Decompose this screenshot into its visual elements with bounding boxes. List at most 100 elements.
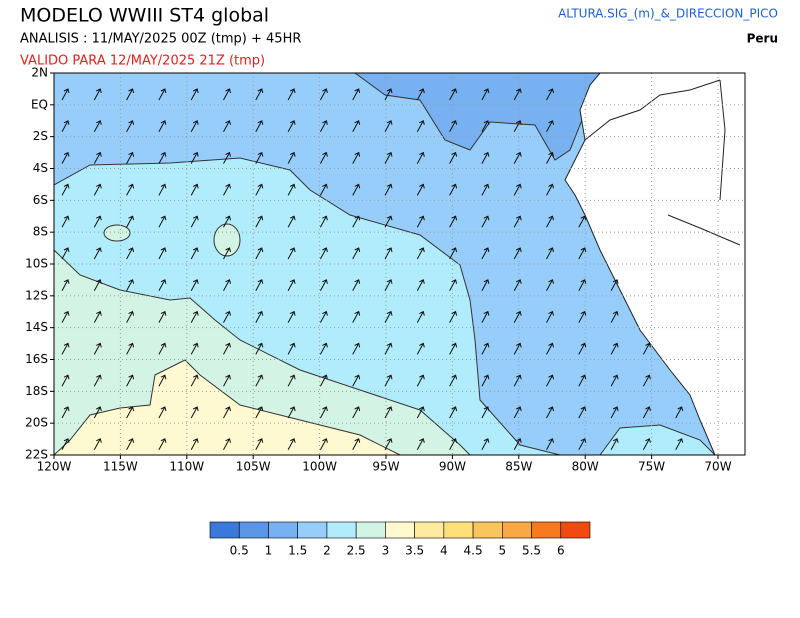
wave-direction-arrow — [319, 88, 328, 101]
wave-direction-arrow — [255, 88, 264, 101]
borders — [584, 79, 741, 246]
lat-label: 8S — [33, 225, 48, 239]
wave-direction-arrow — [546, 406, 554, 419]
wave-direction-arrow — [223, 120, 231, 133]
lon-label: 85W — [505, 460, 532, 474]
lat-label: 12S — [25, 288, 48, 302]
wave-direction-arrow — [287, 406, 296, 419]
wave-direction-arrow — [223, 310, 231, 323]
wave-direction-arrow — [513, 406, 522, 419]
wave-direction-arrow — [481, 183, 490, 196]
colorbar-swatch — [326, 521, 357, 539]
wave-direction-arrow — [449, 88, 458, 101]
wave-direction-arrow — [416, 406, 425, 419]
contour-region — [103, 224, 131, 242]
wave-direction-arrow — [255, 374, 264, 387]
lat-label: 6S — [33, 193, 48, 207]
wave-direction-arrow — [578, 247, 587, 260]
wave-direction-arrow — [223, 247, 231, 260]
wave-direction-arrow — [255, 438, 264, 451]
wave-direction-arrow — [126, 215, 135, 228]
wave-direction-arrow — [223, 151, 231, 164]
wave-direction-arrow — [513, 151, 522, 164]
wave-direction-arrow — [158, 374, 167, 387]
wave-direction-arrow — [416, 310, 425, 323]
wave-direction-arrow — [158, 406, 167, 419]
wave-direction-arrow — [384, 438, 393, 451]
wave-direction-arrow — [126, 342, 135, 355]
wave-direction-arrow — [352, 183, 361, 196]
wave-direction-arrow — [255, 310, 264, 323]
lon-label: 110W — [169, 460, 204, 474]
wave-direction-arrow — [578, 374, 587, 387]
wave-direction-arrow — [642, 438, 651, 451]
lat-label: 18S — [25, 384, 48, 398]
wave-direction-arrow — [126, 151, 135, 164]
wave-direction-arrow — [352, 342, 361, 355]
wave-direction-arrow — [481, 151, 490, 164]
wave-direction-arrow — [352, 310, 361, 323]
wave-direction-arrow — [190, 183, 199, 196]
wave-direction-arrow — [449, 215, 458, 228]
wave-direction-arrow — [190, 247, 199, 260]
wave-direction-arrow — [546, 374, 554, 387]
lon-label: 90W — [439, 460, 466, 474]
wave-direction-arrow — [384, 183, 393, 196]
wave-direction-arrow — [190, 279, 199, 292]
wave-direction-arrow — [61, 310, 70, 323]
wave-direction-arrow — [610, 374, 619, 387]
colorbar-swatch — [414, 521, 445, 539]
wave-direction-arrow — [513, 279, 522, 292]
wave-direction-arrow — [546, 215, 554, 228]
wave-direction-arrow — [287, 215, 296, 228]
wave-direction-arrow — [158, 215, 167, 228]
wave-direction-arrow — [190, 215, 199, 228]
wave-direction-arrow — [449, 120, 458, 133]
wave-direction-arrow — [319, 342, 328, 355]
colorbar-swatch — [268, 521, 298, 539]
wave-direction-arrow — [416, 342, 425, 355]
wave-direction-arrow — [449, 406, 458, 419]
wave-direction-arrow — [319, 374, 328, 387]
wave-direction-arrow — [546, 88, 554, 101]
wave-direction-arrow — [93, 88, 102, 101]
wave-direction-arrow — [61, 88, 70, 101]
wave-direction-arrow — [93, 342, 102, 355]
lat-label: 2N — [31, 66, 48, 80]
lon-label: 120W — [37, 460, 72, 474]
colorbar-swatch — [238, 521, 269, 539]
wave-direction-arrow — [61, 183, 70, 196]
wave-direction-arrow — [255, 279, 264, 292]
wave-direction-arrow — [287, 183, 296, 196]
wave-direction-arrow — [287, 247, 296, 260]
wave-direction-arrow — [513, 215, 522, 228]
wave-direction-arrow — [578, 279, 587, 292]
lat-label: 2S — [33, 129, 48, 143]
wave-direction-arrow — [93, 120, 102, 133]
wave-direction-arrow — [610, 406, 619, 419]
wave-direction-arrow — [546, 438, 554, 451]
wave-direction-arrow — [158, 310, 167, 323]
colorbar-label: 2.5 — [347, 544, 366, 558]
wave-direction-arrow — [384, 310, 393, 323]
wave-direction-arrow — [93, 151, 102, 164]
wave-direction-arrow — [190, 342, 199, 355]
colorbar-label: 4.5 — [464, 544, 483, 558]
wave-direction-arrow — [384, 406, 393, 419]
wave-direction-arrow — [61, 151, 70, 164]
wave-direction-arrow — [513, 310, 522, 323]
wave-direction-arrow — [190, 438, 199, 451]
lat-label: EQ — [31, 97, 48, 111]
wave-direction-arrow — [255, 120, 264, 133]
lat-label: 20S — [25, 416, 48, 430]
wave-direction-arrow — [352, 406, 361, 419]
colorbar-label: 3.5 — [405, 544, 424, 558]
wave-direction-arrow — [384, 151, 393, 164]
wave-direction-arrow — [449, 438, 458, 451]
wave-direction-arrow — [319, 279, 328, 292]
wave-direction-arrow — [126, 183, 135, 196]
wave-direction-arrow — [223, 88, 231, 101]
wave-direction-arrow — [255, 215, 264, 228]
wave-direction-arrow — [449, 374, 458, 387]
lon-label: 95W — [372, 460, 399, 474]
